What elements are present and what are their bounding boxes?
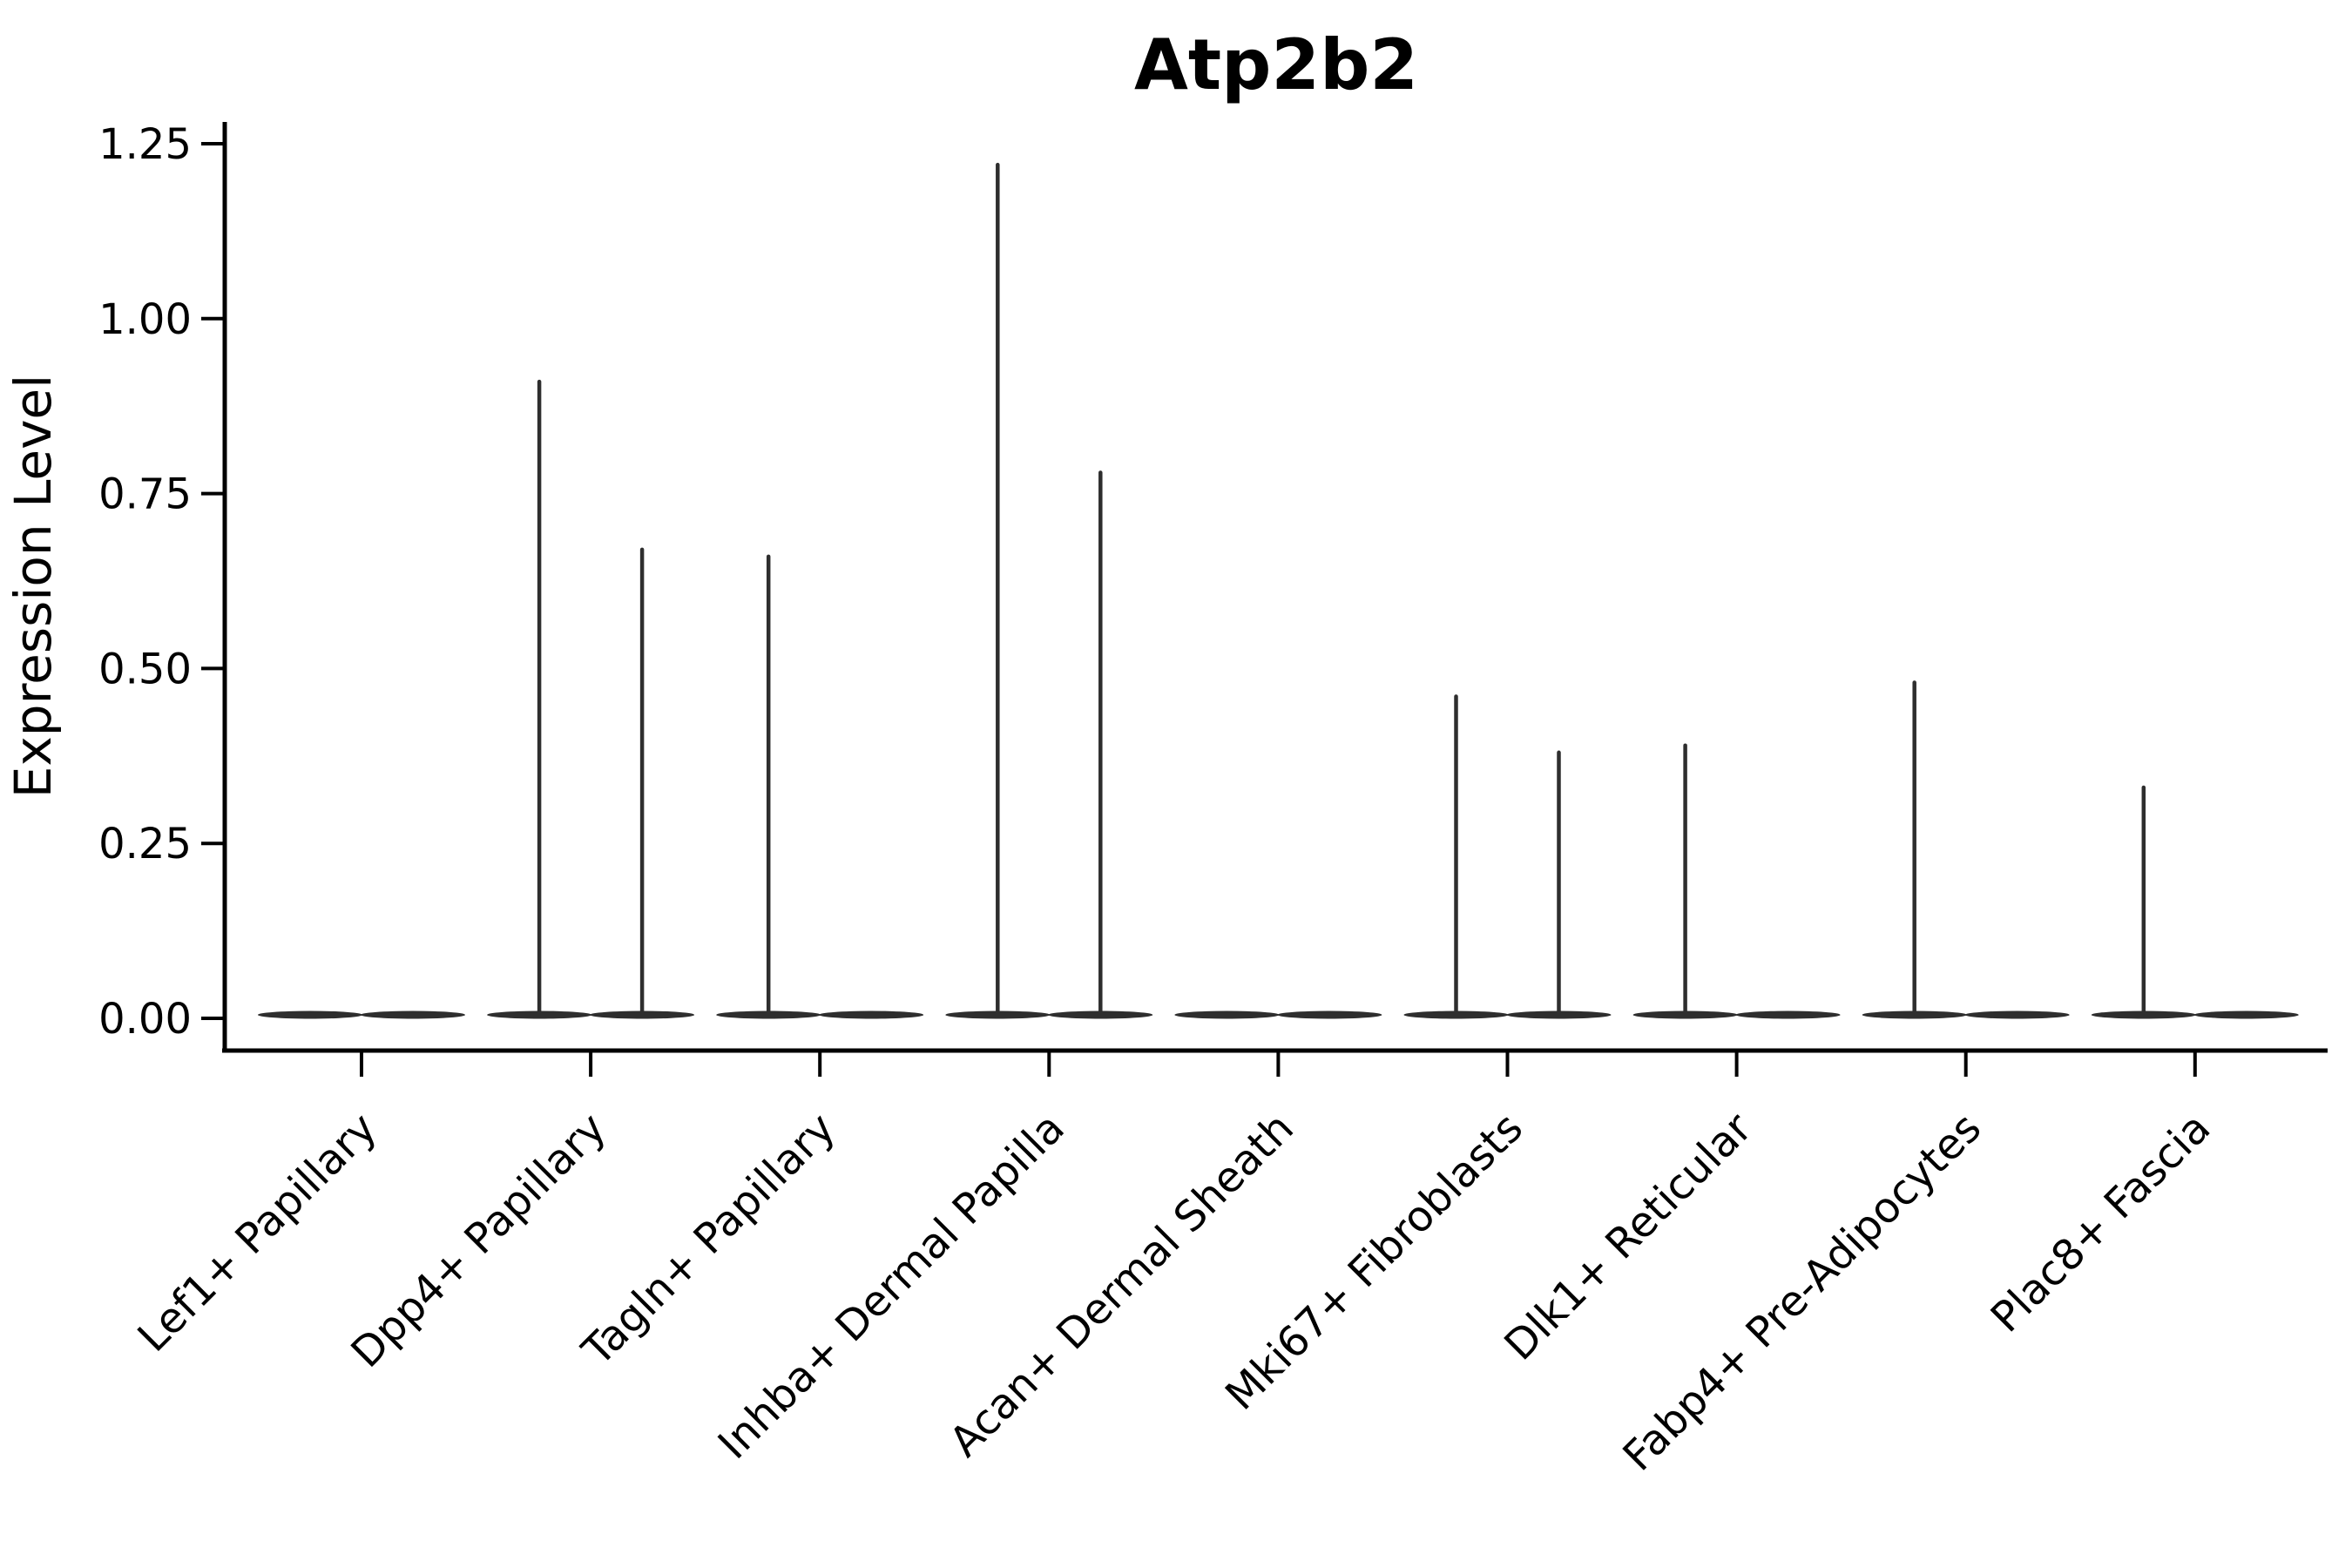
x-category-label: Lef1+ Papillary	[129, 1104, 387, 1362]
x-category-label: Dpp4+ Papillary	[342, 1104, 616, 1377]
y-tick-label: 0.50	[98, 645, 192, 693]
x-category-label: Dlk1+ Reticular	[1495, 1104, 1761, 1370]
violin-base	[1174, 1010, 1280, 1019]
violin-base	[1964, 1010, 2070, 1019]
y-tick-label: 0.75	[98, 470, 192, 519]
x-category-label: Tagln+ Papillary	[572, 1104, 844, 1375]
y-tick-label: 0.25	[98, 820, 192, 868]
violin-base	[1735, 1010, 1841, 1019]
violin-base	[1277, 1010, 1382, 1019]
violin-base	[361, 1010, 465, 1019]
violin-base	[819, 1010, 924, 1019]
chart-title: Atp2b2	[1134, 24, 1418, 105]
y-axis-label: Expression Level	[3, 375, 63, 798]
violin-base	[2193, 1010, 2299, 1019]
violin-base	[258, 1010, 362, 1019]
y-tick-label: 1.25	[98, 120, 192, 169]
y-tick-label: 0.00	[98, 995, 192, 1044]
y-tick-label: 1.00	[98, 295, 192, 344]
x-category-label: Plac8+ Fascia	[1982, 1104, 2220, 1342]
